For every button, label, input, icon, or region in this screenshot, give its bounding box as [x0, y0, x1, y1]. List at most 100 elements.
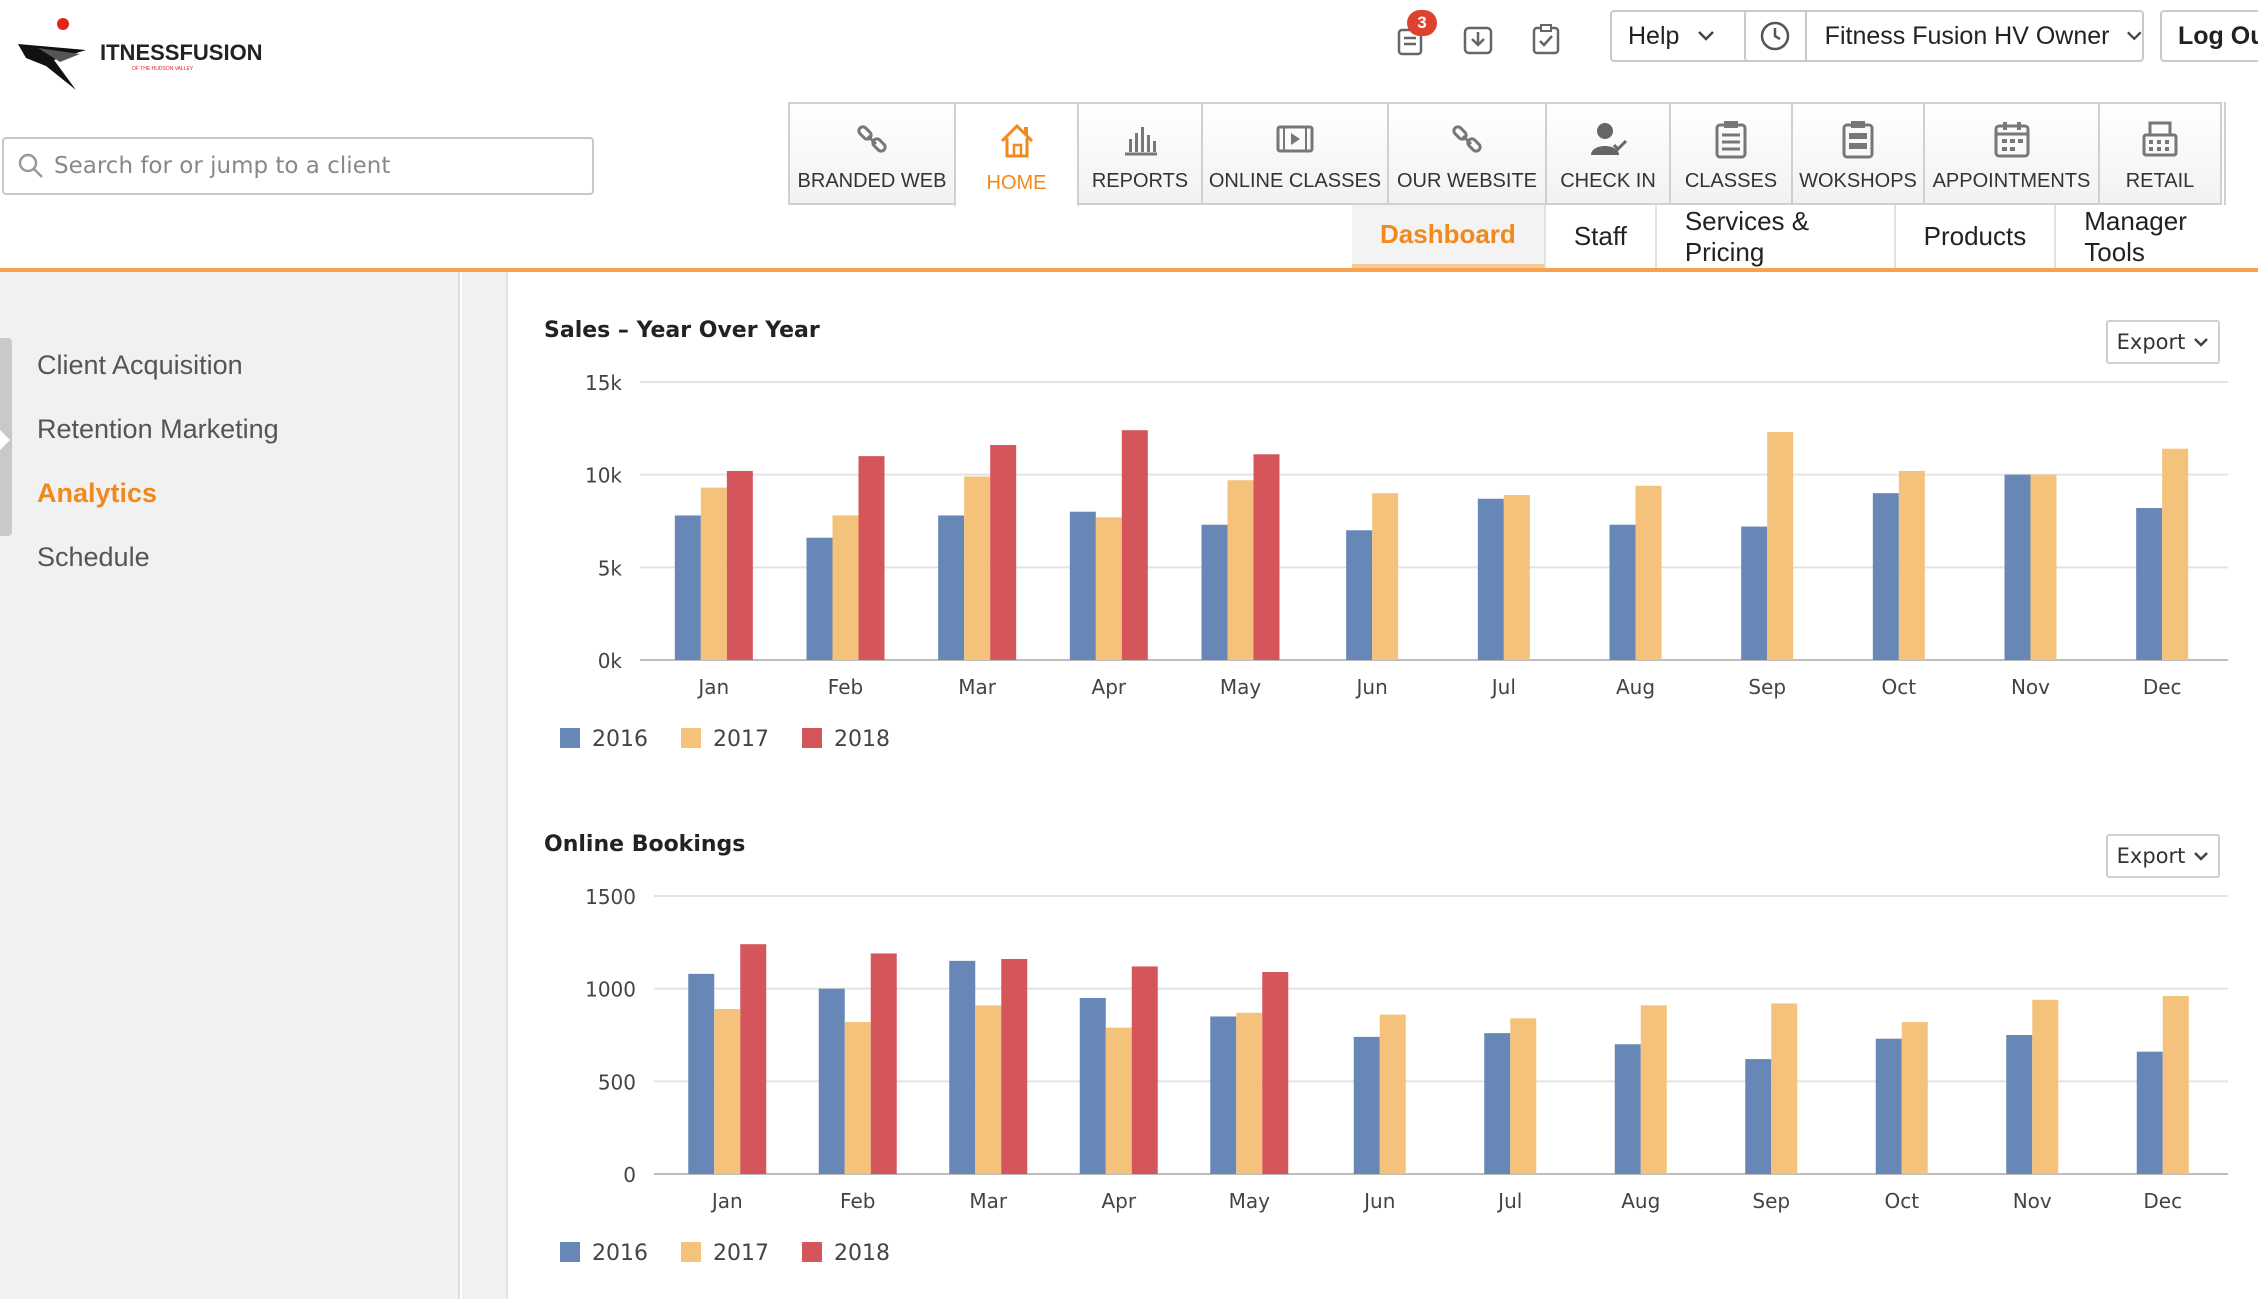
bar-2017-nov[interactable] — [2030, 474, 2057, 660]
bar-2017-oct[interactable] — [1898, 470, 1925, 660]
bar-2017-apr[interactable] — [1095, 517, 1122, 660]
bar-2016-jan[interactable] — [688, 973, 715, 1174]
bar-2017-nov[interactable] — [2032, 999, 2059, 1174]
bar-2017-aug[interactable] — [1640, 1005, 1667, 1174]
search-input[interactable] — [54, 153, 574, 179]
bar-2017-feb[interactable] — [844, 1022, 871, 1174]
bar-2017-jun[interactable] — [1379, 1014, 1406, 1174]
download-icon[interactable] — [1456, 18, 1500, 62]
bar-2016-nov[interactable] — [2006, 1035, 2033, 1174]
bar-2016-mar[interactable] — [938, 515, 965, 660]
bar-2016-apr[interactable] — [1079, 997, 1106, 1174]
bar-2016-may[interactable] — [1210, 1016, 1237, 1174]
legend-label[interactable]: 2018 — [834, 727, 890, 752]
chevron-down-icon — [2194, 851, 2209, 861]
bar-2016-nov[interactable] — [2004, 474, 2031, 660]
nav-overflow[interactable] — [2224, 102, 2248, 205]
bar-2018-feb[interactable] — [858, 456, 885, 660]
notifications-icon[interactable]: 3 — [1389, 10, 1437, 62]
bar-2016-may[interactable] — [1201, 524, 1228, 660]
bar-2016-jun[interactable] — [1353, 1036, 1380, 1174]
bar-2016-oct[interactable] — [1872, 493, 1899, 660]
bar-2017-aug[interactable] — [1635, 485, 1662, 660]
bar-2016-dec[interactable] — [2136, 1051, 2163, 1174]
nav-tab-home[interactable]: HOME — [954, 102, 1079, 207]
sidebar-item-retention-marketing[interactable]: Retention Marketing — [37, 414, 279, 444]
bar-2016-mar[interactable] — [949, 960, 976, 1174]
bar-2017-jul[interactable] — [1503, 495, 1530, 660]
subnav-services-pricing[interactable]: Services & Pricing — [1654, 205, 1894, 268]
bar-2018-apr[interactable] — [1121, 430, 1148, 660]
bar-2016-feb[interactable] — [818, 988, 845, 1174]
bar-2017-sep[interactable] — [1771, 1003, 1798, 1174]
bar-2017-dec[interactable] — [2162, 448, 2189, 660]
bar-2017-feb[interactable] — [832, 515, 859, 660]
account-dropdown[interactable]: Fitness Fusion HV Owner — [1744, 10, 2144, 62]
subnav-staff[interactable]: Staff — [1543, 205, 1655, 268]
legend-label[interactable]: 2016 — [592, 1241, 648, 1266]
nav-tab-workshops[interactable]: WOKSHOPS — [1791, 102, 1925, 205]
fitness-fusion-logo[interactable]: ITNESSFUSION OF THE HUDSON VALLEY — [16, 14, 286, 102]
bar-2016-aug[interactable] — [1614, 1044, 1641, 1174]
sidebar-collapse-handle[interactable] — [0, 338, 12, 536]
client-search[interactable] — [2, 137, 594, 195]
bar-2016-sep[interactable] — [1741, 526, 1768, 660]
app-header: ITNESSFUSION OF THE HUDSON VALLEY 3 H — [0, 0, 2258, 272]
bar-2018-feb[interactable] — [870, 953, 897, 1174]
legend-label[interactable]: 2018 — [834, 1241, 890, 1266]
nav-tab-retail[interactable]: RETAIL — [2098, 102, 2222, 205]
bar-2016-dec[interactable] — [2136, 508, 2163, 660]
bar-2018-may[interactable] — [1253, 454, 1280, 660]
bar-2016-aug[interactable] — [1609, 524, 1636, 660]
bar-2018-mar[interactable] — [990, 445, 1017, 660]
bar-2017-mar[interactable] — [964, 476, 991, 660]
logout-button[interactable]: Log Ou — [2160, 10, 2258, 62]
dashboard-panel: Sales – Year Over Year Export 0k 5k 10k 15k… — [506, 272, 2258, 1299]
bar-2017-mar[interactable] — [975, 1005, 1002, 1174]
nav-tab-reports[interactable]: REPORTS — [1077, 102, 1203, 205]
legend-label[interactable]: 2017 — [713, 1241, 769, 1266]
bar-2018-apr[interactable] — [1131, 966, 1158, 1174]
subnav-manager-tools[interactable]: Manager Tools — [2054, 205, 2258, 268]
bar-2017-jun[interactable] — [1372, 493, 1399, 660]
subnav-dashboard[interactable]: Dashboard — [1352, 205, 1544, 268]
bar-2016-sep[interactable] — [1745, 1059, 1772, 1174]
tasks-icon[interactable] — [1524, 18, 1568, 62]
bar-2016-jun[interactable] — [1346, 530, 1373, 660]
nav-tab-online-classes[interactable]: ONLINE CLASSES — [1201, 102, 1389, 205]
bar-2017-sep[interactable] — [1767, 432, 1794, 660]
export-button[interactable]: Export — [2106, 834, 2220, 878]
nav-tab-our-website[interactable]: OUR WEBSITE — [1387, 102, 1547, 205]
legend-label[interactable]: 2017 — [713, 727, 769, 752]
sidebar-item-client-acquisition[interactable]: Client Acquisition — [37, 350, 243, 380]
bar-2016-apr[interactable] — [1069, 511, 1096, 660]
subnav-products[interactable]: Products — [1893, 205, 2055, 268]
bar-2017-jan[interactable] — [700, 487, 727, 660]
nav-tab-branded-web[interactable]: BRANDED WEB — [788, 102, 956, 205]
sidebar-item-schedule[interactable]: Schedule — [37, 542, 150, 572]
bar-2016-feb[interactable] — [806, 537, 833, 660]
bar-2016-jan[interactable] — [674, 515, 701, 660]
sidebar-item-analytics[interactable]: Analytics — [37, 478, 158, 508]
nav-tab-check-in[interactable]: CHECK IN — [1545, 102, 1671, 205]
bar-2017-may[interactable] — [1236, 1012, 1263, 1174]
bar-2016-jul[interactable] — [1484, 1033, 1511, 1174]
help-dropdown[interactable]: Help — [1610, 10, 1768, 62]
export-button[interactable]: Export — [2106, 320, 2220, 364]
bar-2016-oct[interactable] — [1875, 1038, 1902, 1174]
bar-2017-dec[interactable] — [2162, 996, 2189, 1174]
bar-2017-apr[interactable] — [1105, 1027, 1132, 1174]
bar-2017-jul[interactable] — [1510, 1018, 1537, 1174]
nav-tab-classes[interactable]: CLASSES — [1669, 102, 1793, 205]
legend-label[interactable]: 2016 — [592, 727, 648, 752]
bar-2018-jan[interactable] — [726, 470, 753, 660]
bar-2018-may[interactable] — [1262, 971, 1289, 1174]
bar-2016-jul[interactable] — [1477, 498, 1504, 660]
bar-2018-jan[interactable] — [740, 944, 767, 1174]
bar-2017-oct[interactable] — [1901, 1022, 1928, 1174]
bar-2017-jan[interactable] — [714, 1009, 741, 1174]
bar-2018-mar[interactable] — [1001, 959, 1028, 1174]
legend-swatch — [681, 1242, 701, 1262]
nav-tab-appointments[interactable]: APPOINTMENTS — [1923, 102, 2100, 205]
bar-2017-may[interactable] — [1227, 480, 1254, 660]
